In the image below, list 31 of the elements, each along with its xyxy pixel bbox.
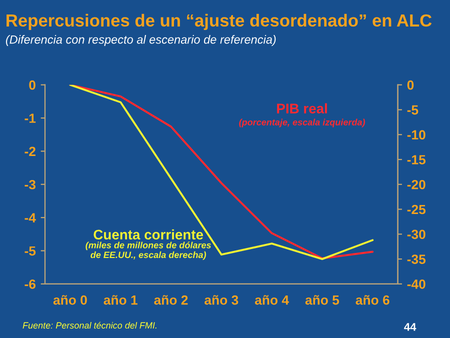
y2-tick-label: -15: [407, 155, 426, 164]
y2-tick-label: -40: [407, 279, 426, 289]
x-tick-label: año 5: [305, 295, 340, 305]
x-tick-label: año 4: [254, 295, 289, 305]
x-tick-label: año 1: [104, 295, 138, 305]
y2-tick-label: -35: [407, 254, 426, 264]
annotation: (miles de millones de dólares de EE.UU., escala derecha): [86, 242, 211, 260]
y2-tick-label: -25: [407, 204, 426, 214]
text: PIB real: [277, 103, 327, 114]
y2-tick-label: -5: [407, 105, 418, 115]
y-tick-label: -3: [24, 180, 36, 190]
y2-tick-label: -10: [407, 130, 426, 140]
annotation: (porcentaje, escala izquierda): [239, 118, 365, 128]
text: 44: [404, 323, 416, 331]
x-tick-label: año 0: [53, 295, 87, 305]
y-tick-label: -1: [24, 114, 36, 123]
y-tick-label: -4: [24, 213, 36, 222]
x-tick-label: año 3: [204, 295, 238, 305]
y-tick-label: -5: [24, 246, 36, 256]
chart-subtitle: (Diferencia con respecto al escenario de referencia): [6, 35, 276, 46]
source-note: Fuente: Personal técnico del FMI.: [22, 322, 156, 329]
y2-tick-label: -30: [407, 230, 426, 240]
x-tick-label: año 2: [154, 295, 188, 305]
y2-tick-label: 0: [407, 80, 414, 90]
chart-title: Repercusiones de un “ajuste desordenado” en ALC: [6, 14, 432, 30]
x-tick-label: año 6: [356, 295, 390, 305]
y-tick-label: -2: [24, 146, 36, 156]
y2-tick-label: -20: [407, 180, 426, 190]
y-tick-label: -6: [24, 279, 36, 289]
y-tick-label: 0: [29, 80, 36, 90]
series-label: Cuenta corriente: [94, 229, 204, 240]
